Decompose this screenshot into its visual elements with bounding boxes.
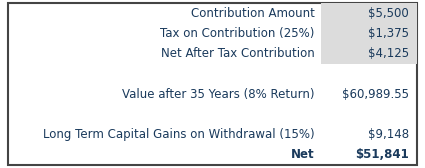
Bar xyxy=(321,3,417,23)
Text: $4,125: $4,125 xyxy=(368,47,409,60)
Text: $9,148: $9,148 xyxy=(368,128,409,141)
Bar xyxy=(321,23,417,44)
Text: Contribution Amount: Contribution Amount xyxy=(191,7,314,20)
Text: $1,375: $1,375 xyxy=(368,27,409,40)
Bar xyxy=(321,44,417,64)
Text: $51,841: $51,841 xyxy=(355,148,409,161)
Text: Value after 35 Years (8% Return): Value after 35 Years (8% Return) xyxy=(122,88,314,101)
Text: $60,989.55: $60,989.55 xyxy=(342,88,409,101)
Text: Tax on Contribution (25%): Tax on Contribution (25%) xyxy=(160,27,314,40)
Text: $5,500: $5,500 xyxy=(368,7,409,20)
Text: Net After Tax Contribution: Net After Tax Contribution xyxy=(161,47,314,60)
Text: Long Term Capital Gains on Withdrawal (15%): Long Term Capital Gains on Withdrawal (1… xyxy=(43,128,314,141)
Text: Net: Net xyxy=(291,148,314,161)
